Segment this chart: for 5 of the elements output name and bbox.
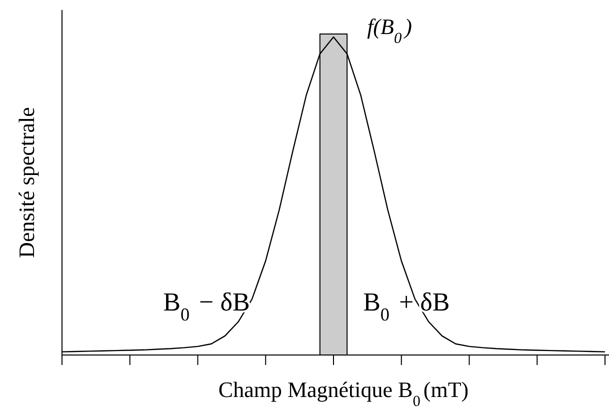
x-axis-title: Champ Magnétique B$_{0}$(mT) — [218, 377, 469, 408]
annotation: B$_{0}$ − δB — [163, 287, 250, 324]
y-axis-title: Densité spectrale — [14, 107, 39, 258]
annotation: B$_{0}$ + δB — [363, 287, 450, 324]
annotation: f(B$_{0}$) — [367, 14, 412, 46]
